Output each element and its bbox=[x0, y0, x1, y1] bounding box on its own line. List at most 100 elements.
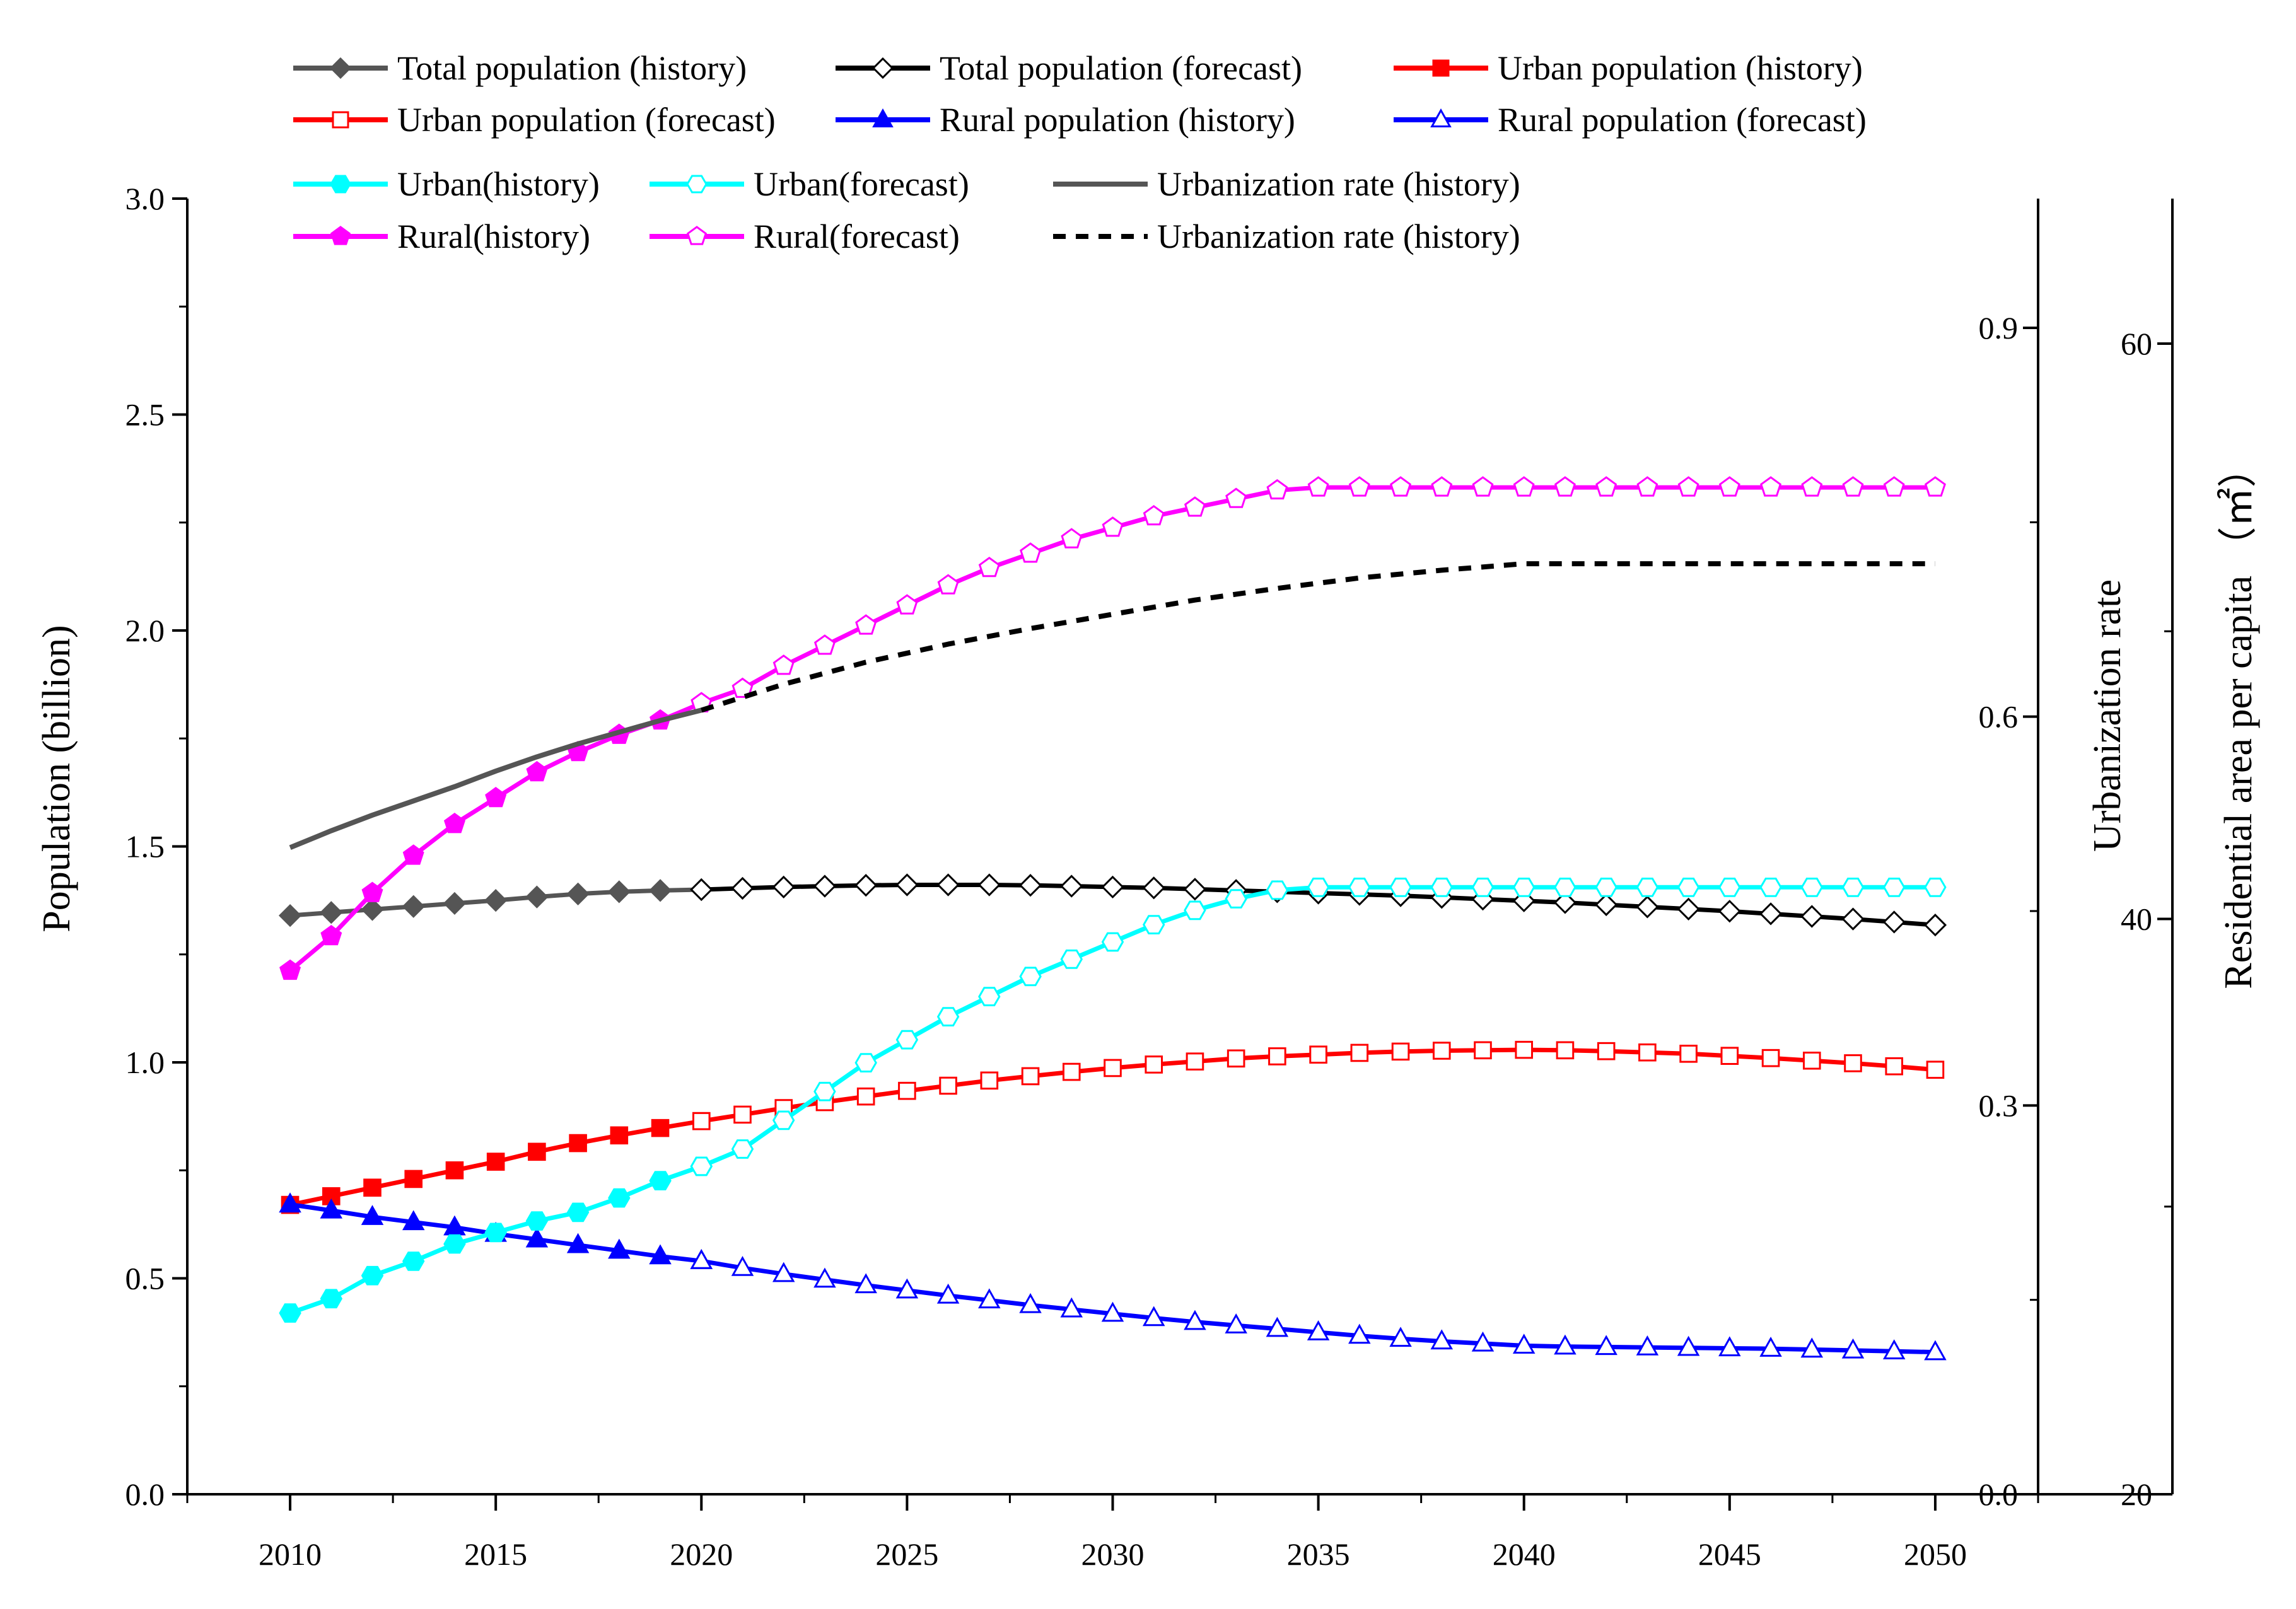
legend-swatch-marker bbox=[686, 175, 708, 194]
series-urbanization-rate-history-dashed bbox=[701, 561, 1935, 713]
legend-swatch-marker bbox=[329, 57, 352, 79]
data-point bbox=[361, 881, 383, 902]
series-line bbox=[288, 701, 702, 973]
y-tick-label: 2.0 bbox=[125, 613, 165, 648]
legend-label: Urban population (forecast) bbox=[397, 101, 776, 139]
data-point bbox=[1266, 880, 1289, 900]
series-line bbox=[700, 885, 1935, 1169]
data-point bbox=[895, 873, 919, 897]
data-point bbox=[320, 1198, 343, 1219]
y3-tick-label: 60 bbox=[2121, 326, 2152, 361]
data-point bbox=[1472, 476, 1494, 497]
data-point bbox=[361, 1265, 384, 1286]
data-point bbox=[1391, 1042, 1410, 1061]
y2-tick-label: 0.6 bbox=[1979, 699, 2019, 735]
data-point bbox=[977, 873, 1001, 897]
legend-item: Urbanization rate (history) bbox=[1053, 218, 1520, 255]
data-point bbox=[569, 1134, 587, 1153]
series-total-population-history bbox=[278, 878, 713, 927]
data-point bbox=[895, 1278, 919, 1299]
data-point bbox=[939, 1076, 957, 1095]
data-point bbox=[978, 557, 1000, 578]
legend-swatch-marker bbox=[686, 226, 708, 245]
x-tick-label: 2040 bbox=[1493, 1536, 1556, 1572]
x-tick-label: 2020 bbox=[670, 1536, 733, 1572]
data-point bbox=[1554, 1334, 1576, 1355]
data-point bbox=[1431, 476, 1453, 497]
data-point bbox=[402, 895, 425, 918]
y3-axis-title: Residential area per capita （㎡） bbox=[2217, 448, 2260, 989]
x-tick-label: 2035 bbox=[1287, 1536, 1350, 1572]
data-point bbox=[1718, 900, 1741, 923]
data-point bbox=[526, 760, 548, 782]
y-axis-title: Population (billion) bbox=[35, 625, 78, 932]
data-point bbox=[279, 1192, 301, 1213]
data-point bbox=[1101, 932, 1124, 952]
data-point bbox=[320, 925, 342, 946]
legend-item: Urban population (history) bbox=[1394, 49, 1863, 87]
data-point bbox=[1800, 1337, 1824, 1358]
data-point bbox=[1595, 893, 1618, 917]
data-point bbox=[1841, 1338, 1865, 1359]
data-point bbox=[936, 1283, 960, 1304]
y2-axis-title: Urbanization rate bbox=[2086, 579, 2129, 852]
data-point bbox=[978, 987, 1001, 1006]
data-point bbox=[1926, 1060, 1945, 1079]
data-point bbox=[322, 1187, 341, 1205]
data-point bbox=[443, 1234, 466, 1254]
data-point bbox=[692, 1112, 711, 1130]
legend-label: Total population (forecast) bbox=[940, 49, 1302, 87]
legend-item: Rural(forecast) bbox=[650, 218, 960, 255]
data-point bbox=[402, 1210, 425, 1231]
legend-swatch-marker bbox=[872, 108, 894, 127]
data-point bbox=[896, 594, 918, 615]
data-point bbox=[404, 1170, 423, 1188]
data-point bbox=[1307, 476, 1329, 497]
y2-tick-label: 0.3 bbox=[1979, 1088, 2019, 1123]
data-point bbox=[1595, 476, 1617, 497]
x-tick-label: 2015 bbox=[464, 1536, 527, 1572]
data-point bbox=[279, 959, 301, 980]
data-point bbox=[1142, 1306, 1165, 1327]
data-point bbox=[1882, 1339, 1906, 1359]
data-point bbox=[731, 876, 754, 900]
data-point bbox=[1104, 1059, 1122, 1078]
y-tick-label: 3.0 bbox=[125, 181, 165, 216]
legend-item: Urban population (forecast) bbox=[293, 101, 776, 139]
data-point bbox=[1350, 1043, 1369, 1062]
data-point bbox=[486, 1153, 505, 1171]
plot-area bbox=[278, 476, 1947, 1361]
series-urban-population-forecast bbox=[692, 1040, 1945, 1130]
data-point bbox=[1474, 1041, 1492, 1060]
data-point bbox=[1801, 476, 1823, 497]
data-point bbox=[1595, 878, 1617, 897]
legend-label: Rural population (history) bbox=[940, 101, 1295, 139]
data-point bbox=[1512, 878, 1536, 897]
data-point bbox=[813, 1267, 836, 1288]
series-line bbox=[701, 561, 1935, 713]
data-point bbox=[1225, 889, 1247, 909]
data-point bbox=[813, 1081, 836, 1101]
data-point bbox=[363, 1178, 382, 1197]
series-line bbox=[289, 707, 702, 851]
data-point bbox=[856, 1087, 875, 1106]
data-point bbox=[937, 574, 959, 595]
data-point bbox=[361, 898, 384, 921]
data-point bbox=[980, 1071, 999, 1090]
data-point bbox=[1597, 1042, 1616, 1060]
series-urban-forecast bbox=[690, 878, 1947, 1176]
data-point bbox=[1389, 878, 1412, 897]
data-point bbox=[898, 1081, 916, 1100]
data-point bbox=[731, 1139, 754, 1159]
legend-swatch-marker bbox=[330, 175, 351, 194]
data-point bbox=[1677, 476, 1699, 497]
series-rural-forecast bbox=[691, 476, 1946, 712]
data-point bbox=[1718, 878, 1741, 897]
data-point bbox=[1759, 878, 1782, 897]
y3-tick-label: 40 bbox=[2121, 902, 2152, 937]
data-point bbox=[1636, 1335, 1659, 1356]
data-point bbox=[1183, 878, 1207, 901]
data-point bbox=[1924, 1340, 1947, 1361]
data-point bbox=[1556, 1041, 1575, 1060]
